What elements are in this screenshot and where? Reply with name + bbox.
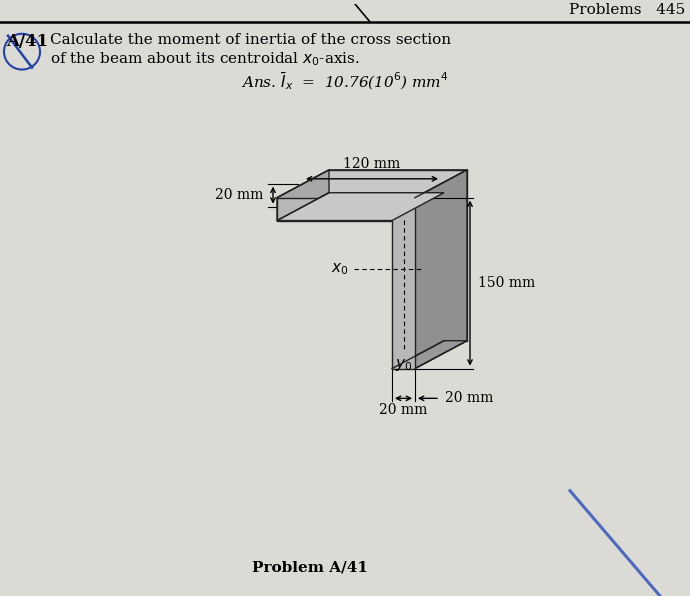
Text: 150 mm: 150 mm bbox=[478, 276, 535, 290]
Text: $y_0$: $y_0$ bbox=[395, 357, 412, 373]
Text: Problem A/41: Problem A/41 bbox=[252, 560, 368, 574]
Polygon shape bbox=[277, 193, 444, 221]
Polygon shape bbox=[277, 170, 329, 221]
Text: 20 mm: 20 mm bbox=[380, 403, 428, 417]
Polygon shape bbox=[277, 198, 415, 368]
Text: Problems   445: Problems 445 bbox=[569, 3, 685, 17]
Text: A/41: A/41 bbox=[6, 33, 48, 50]
Text: of the beam about its centroidal $x_0$-axis.: of the beam about its centroidal $x_0$-a… bbox=[50, 51, 359, 69]
Text: Calculate the moment of inertia of the cross section: Calculate the moment of inertia of the c… bbox=[50, 33, 451, 47]
Text: Ans. $\bar{I}_x$  =  10.76(10$^6$) mm$^4$: Ans. $\bar{I}_x$ = 10.76(10$^6$) mm$^4$ bbox=[241, 70, 448, 92]
Text: 20 mm: 20 mm bbox=[215, 188, 263, 202]
Polygon shape bbox=[392, 341, 467, 368]
Polygon shape bbox=[415, 170, 467, 368]
Text: $x_0$: $x_0$ bbox=[331, 262, 348, 277]
Text: 20 mm: 20 mm bbox=[445, 392, 493, 405]
Text: 120 mm: 120 mm bbox=[344, 157, 401, 171]
Polygon shape bbox=[277, 170, 467, 198]
